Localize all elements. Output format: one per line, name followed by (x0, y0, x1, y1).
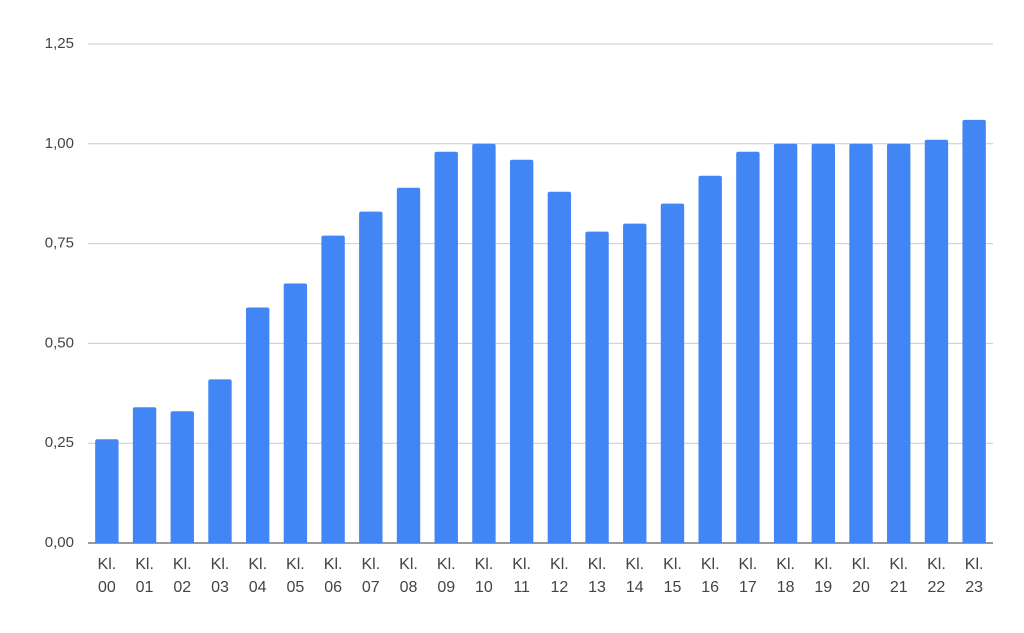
x-tick-label: Kl. 05 (286, 556, 305, 596)
bar (736, 151, 760, 543)
x-tick-label: Kl. 12 (550, 556, 569, 596)
x-tick-label: Kl. 13 (588, 556, 607, 596)
x-tick-label: Kl. 17 (739, 556, 758, 596)
bar (962, 119, 986, 544)
x-tick-label: Kl. 09 (437, 556, 456, 596)
bar (811, 143, 836, 544)
bar (283, 283, 308, 543)
x-tick-label: Kl. 01 (135, 556, 154, 596)
x-tick-label: Kl. 02 (173, 556, 192, 596)
x-tick-label: Kl. 06 (324, 556, 343, 596)
x-tick-label: Kl. 20 (852, 556, 871, 596)
bar (321, 235, 345, 543)
x-tick-label: Kl. 03 (211, 556, 230, 596)
bar (170, 411, 194, 543)
x-tick-label: Kl. 18 (776, 556, 795, 596)
bar (434, 151, 458, 543)
x-tick-label: Kl. 14 (625, 556, 644, 596)
bar (887, 143, 911, 544)
bar (698, 175, 722, 543)
bar (585, 231, 609, 543)
x-tick-label: Kl. 00 (98, 556, 117, 596)
bar (924, 139, 949, 544)
bar (396, 187, 421, 543)
y-tick-label: 0,00 (45, 534, 74, 551)
x-tick-label: Kl. 08 (399, 556, 418, 596)
bar (132, 407, 157, 543)
bar (547, 191, 572, 544)
bar (359, 211, 383, 543)
bar (623, 223, 647, 543)
bar (849, 143, 873, 544)
x-tick-label: Kl. 21 (889, 556, 908, 596)
x-tick-label: Kl. 23 (965, 556, 984, 596)
bar (773, 143, 798, 544)
x-tick-label: Kl. 10 (475, 556, 494, 596)
y-tick-label: 0,75 (45, 235, 74, 252)
bar (208, 379, 232, 543)
x-tick-label: Kl. 19 (814, 556, 833, 596)
bar (472, 143, 496, 544)
x-tick-label: Kl. 16 (701, 556, 720, 596)
y-tick-label: 0,25 (45, 434, 74, 451)
y-tick-label: 0,50 (45, 334, 74, 351)
x-tick-label: Kl. 04 (248, 556, 267, 596)
x-tick-label: Kl. 11 (512, 556, 531, 596)
y-tick-label: 1,00 (45, 135, 74, 152)
x-tick-label: Kl. 07 (361, 556, 380, 596)
bar (660, 203, 685, 543)
x-tick-label: Kl. 15 (663, 556, 682, 596)
bar (245, 307, 270, 543)
bar (95, 439, 119, 543)
y-tick-label: 1,25 (45, 35, 74, 52)
bar (509, 159, 534, 543)
x-tick-label: Kl. 22 (927, 556, 946, 596)
